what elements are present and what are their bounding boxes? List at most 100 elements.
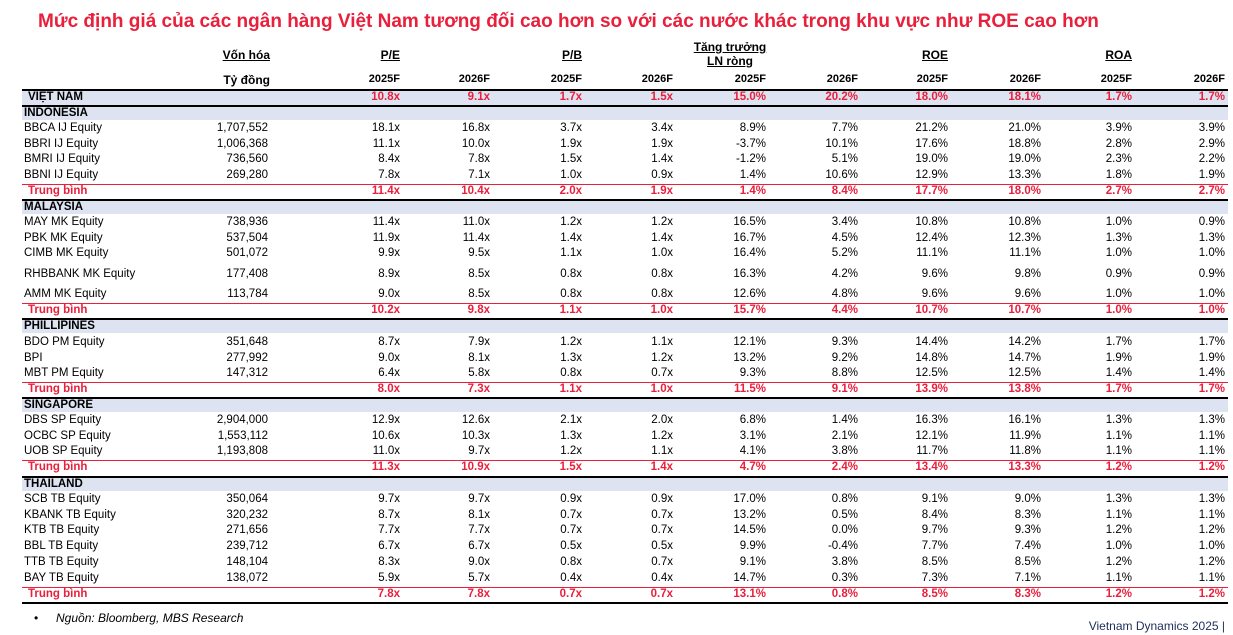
value-cell: 1.4% [1105, 367, 1132, 379]
value-cell: 0.5x [560, 540, 582, 552]
value-cell: 9.1% [739, 556, 766, 568]
table-row: BBCA IJ Equity 1,707,552 18.1x 16.8x 3.7x 3.4… [0, 121, 1233, 136]
value-cell: 6.8% [739, 414, 766, 426]
header-growth-line2: LN ròng [707, 54, 753, 68]
value-cell: 8.5x [468, 288, 490, 300]
row-label: BBL TB Equity [24, 540, 99, 552]
row-rule [22, 476, 1228, 478]
value-cell: 9.0x [468, 556, 490, 568]
value-cell: 1.0% [1198, 247, 1225, 259]
value-cell: 1.2% [1105, 524, 1132, 536]
value-cell: 9.0% [1014, 493, 1041, 505]
region-header-row: INDONESIA [0, 106, 1233, 121]
value-cell: 0.8x [651, 288, 673, 300]
table-row: BDO PM Equity 351,648 8.7x 7.9x 1.2x 1.1x 12.1… [0, 335, 1233, 350]
value-cell: 1.7% [1198, 383, 1225, 395]
value-cell: 1.2x [651, 216, 673, 228]
value-cell: 1.7% [1198, 336, 1225, 348]
value-cell: 0.9x [651, 169, 673, 181]
value-cell: 7.8x [468, 153, 490, 165]
value-cell: 9.1% [831, 383, 858, 395]
value-cell: 5.1% [831, 153, 858, 165]
value-cell: 8.9% [739, 122, 766, 134]
value-cell: 2.1% [831, 430, 858, 442]
value-cell: 1.0% [1198, 288, 1225, 300]
year-header: 2025F [1100, 73, 1132, 85]
value-cell: 13.8% [1008, 383, 1041, 395]
row-label: BBRI IJ Equity [24, 138, 99, 150]
year-header: 2026F [641, 73, 673, 85]
value-cell: 0.7x [560, 524, 582, 536]
value-cell: 1.4% [1198, 367, 1225, 379]
value-cell: 1.9x [560, 138, 582, 150]
value-cell: 1.2x [560, 216, 582, 228]
value-cell: 1.1% [1198, 572, 1225, 584]
value-cell: 1.2% [1198, 524, 1225, 536]
value-cell: 10.1% [825, 138, 858, 150]
value-cell: 4.4% [831, 304, 858, 316]
value-cell: 3.1% [739, 430, 766, 442]
year-header: 2025F [368, 73, 400, 85]
footnote-text: Nguồn: Bloomberg, MBS Research [56, 611, 244, 625]
average-row: Trung bình 7.8x 7.8x 0.7x 0.7x 13.1% 0.8% 8.5% 8… [0, 587, 1233, 602]
table-row: BBNI IJ Equity 269,280 7.8x 7.1x 1.0x 0.9x 1.4… [0, 168, 1233, 183]
row-label: RHBBANK MK Equity [24, 268, 136, 280]
value-cell: 9.0x [378, 288, 400, 300]
value-cell: 16.3% [733, 268, 766, 280]
market-cap-cell: 269,280 [226, 169, 268, 181]
value-cell: 17.6% [915, 138, 948, 150]
row-label: PBK MK Equity [24, 232, 103, 244]
value-cell: 1.0% [1105, 288, 1132, 300]
value-cell: 1.1% [1105, 445, 1132, 457]
table-row: AMM MK Equity 113,784 9.0x 8.5x 0.8x 0.8x 12.6… [0, 287, 1233, 302]
row-label: Trung bình [28, 383, 88, 395]
table-row: BBL TB Equity 239,712 6.7x 6.7x 0.5x 0.5x 9.9%… [0, 539, 1233, 554]
value-cell: 10.0x [461, 138, 490, 150]
value-cell: 1.1x [559, 304, 582, 316]
value-cell: 0.8% [831, 493, 858, 505]
value-cell: 1.5x [559, 461, 582, 473]
value-cell: 7.8x [378, 169, 400, 181]
value-cell: 1.7% [1105, 336, 1132, 348]
value-cell: 1.8% [1105, 169, 1132, 181]
market-cap-cell: 147,312 [226, 367, 268, 379]
value-cell: 10.4x [461, 185, 490, 197]
value-cell: 19.0% [915, 153, 948, 165]
value-cell: 11.1x [372, 138, 400, 150]
row-rule [22, 303, 1228, 304]
value-cell: 18.0% [915, 91, 948, 103]
value-cell: 13.2% [733, 352, 766, 364]
value-cell: 8.9x [378, 268, 400, 280]
value-cell: 1.0x [650, 383, 673, 395]
value-cell: 11.8% [1009, 445, 1041, 457]
value-cell: 1.2% [1105, 556, 1132, 568]
year-header: 2025F [916, 73, 948, 85]
row-label: INDONESIA [24, 107, 88, 119]
value-cell: 5.9x [378, 572, 400, 584]
table-row: BAY TB Equity 138,072 5.9x 5.7x 0.4x 0.4x 14.7… [0, 571, 1233, 586]
row-rule [22, 318, 1228, 320]
value-cell: 6.7x [468, 540, 490, 552]
row-label: BBCA IJ Equity [24, 122, 102, 134]
value-cell: 1.1x [651, 445, 673, 457]
value-cell: 0.7x [651, 509, 673, 521]
value-cell: 10.7% [915, 304, 948, 316]
row-rule [22, 184, 1228, 185]
value-cell: 0.5% [831, 509, 858, 521]
value-cell: 16.8x [461, 122, 490, 134]
value-cell: 1.7x [559, 91, 582, 103]
value-cell: 18.0% [1008, 185, 1041, 197]
value-cell: 18.1% [1008, 91, 1041, 103]
value-cell: 8.5% [921, 556, 948, 568]
value-cell: 7.7x [378, 524, 400, 536]
row-rule [22, 382, 1228, 383]
region-header-row: MALAYSIA [0, 200, 1233, 215]
value-cell: 3.4x [651, 122, 673, 134]
row-label: SCB TB Equity [24, 493, 101, 505]
table-row: UOB SP Equity 1,193,808 11.0x 9.7x 1.2x 1.1x 4… [0, 444, 1233, 459]
value-cell: 1.0% [1105, 247, 1132, 259]
row-rule [22, 89, 1228, 91]
value-cell: 9.3% [739, 367, 766, 379]
value-cell: 0.9% [1198, 268, 1225, 280]
value-cell: 12.9x [371, 414, 400, 426]
